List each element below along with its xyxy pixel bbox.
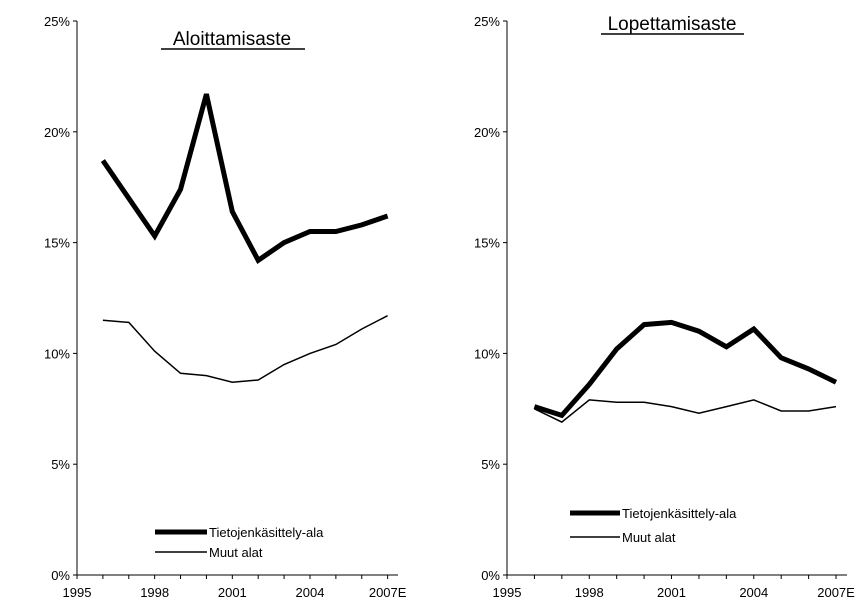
x-tick-label: 2004: [739, 585, 768, 600]
x-tick-label: 1998: [575, 585, 604, 600]
legend-label-2: Muut alat: [622, 530, 676, 545]
x-tick-label: 2001: [657, 585, 686, 600]
y-tick-label: 25%: [44, 14, 70, 29]
series-line-2: [534, 399, 837, 423]
y-tick-label: 25%: [474, 14, 500, 29]
x-tick-label: 1995: [63, 585, 92, 600]
x-tick-label: 1998: [140, 585, 169, 600]
chart-title: Lopettamisaste: [608, 14, 737, 35]
x-tick-label: 1995: [493, 585, 522, 600]
series-line-2: [102, 315, 388, 383]
series-line-1: [100, 93, 389, 264]
x-tick-label: 2001: [218, 585, 247, 600]
legend: Tietojenkäsittely-ala Muut alat: [570, 506, 737, 545]
legend-label-1: Tietojenkäsittely-ala: [209, 525, 324, 540]
chart-title: Aloittamisaste: [173, 29, 291, 50]
chart-2: 0% 5% 10% 15% 20% 25% 1995 1998 2001 2004 2007E Lop…: [474, 14, 855, 600]
y-tick-label: 10%: [474, 346, 500, 361]
y-tick-label: 5%: [481, 457, 500, 472]
y-tick-label: 0%: [481, 568, 500, 583]
y-tick-label: 5%: [51, 457, 70, 472]
y-tick-label: 20%: [474, 125, 500, 140]
x-tick-label: 2007E: [369, 585, 407, 600]
series-line-1: [533, 319, 838, 419]
x-tick-label: 2007E: [817, 585, 855, 600]
y-tick-label: 15%: [44, 236, 70, 251]
y-tick-label: 10%: [44, 346, 70, 361]
legend: Tietojenkäsittely-ala Muut alat: [155, 525, 324, 560]
x-tick-label: 2004: [296, 585, 325, 600]
y-tick-label: 0%: [51, 568, 70, 583]
y-tick-label: 15%: [474, 236, 500, 251]
legend-label-1: Tietojenkäsittely-ala: [622, 506, 737, 521]
legend-label-2: Muut alat: [209, 545, 263, 560]
chart-1: 0% 5% 10% 15% 20% 25% 1995 1998 2001 2004 2007E Alo…: [44, 14, 407, 600]
y-tick-label: 20%: [44, 125, 70, 140]
